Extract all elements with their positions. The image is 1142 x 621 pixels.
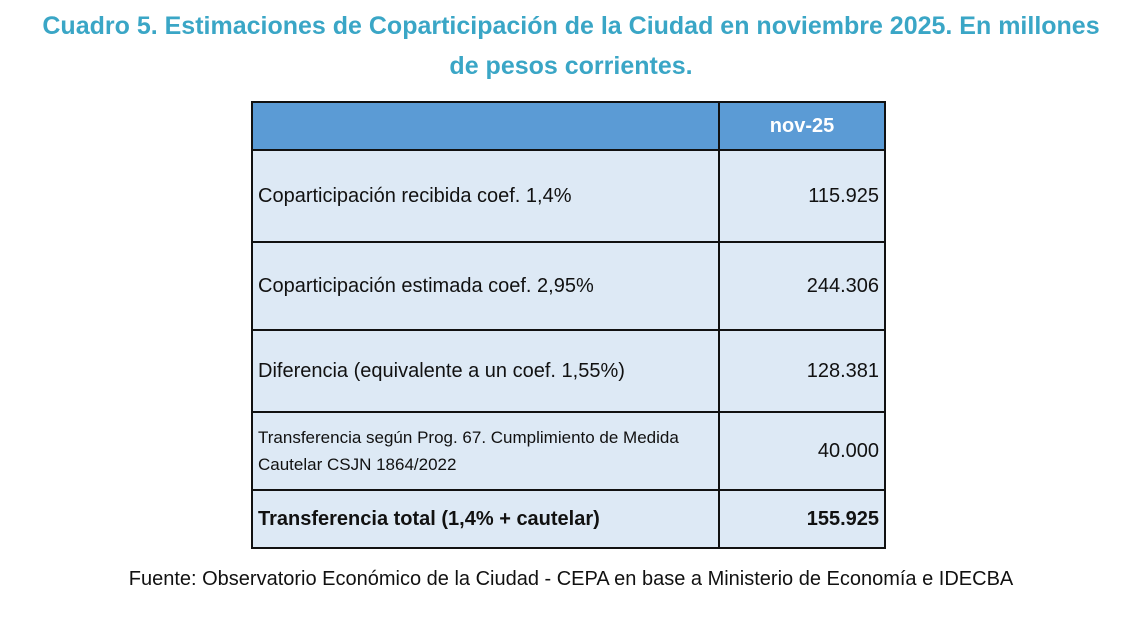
row-label: Coparticipación estimada coef. 2,95% [251, 241, 720, 331]
row: Transferencia según Prog. 67. Cumplimien… [251, 411, 886, 491]
row-value: 115.925 [718, 149, 886, 243]
title: Cuadro 5. Estimaciones de Coparticipació… [42, 12, 1100, 80]
row-label: Transferencia según Prog. 67. Cumplimien… [251, 411, 720, 491]
row: Coparticipación recibida coef. 1,4% 115.… [251, 149, 886, 243]
row-label: Transferencia total (1,4% + cautelar) [251, 489, 720, 549]
table: nov-25 Coparticipación recibida coef. 1,… [251, 101, 886, 549]
source: Fuente: Observatorio Económico de la Ciu… [128, 568, 1014, 590]
row-value: 155.925 [718, 489, 886, 549]
row-label: Coparticipación recibida coef. 1,4% [251, 149, 720, 243]
header-row: nov-25 [251, 101, 886, 151]
total-row: Transferencia total (1,4% + cautelar) 15… [251, 489, 886, 549]
row-value: 128.381 [718, 329, 886, 413]
row: Diferencia (equivalente a un coef. 1,55%… [251, 329, 886, 413]
header-cell [251, 101, 720, 151]
row: Coparticipación estimada coef. 2,95% 244… [251, 241, 886, 331]
row-label: Diferencia (equivalente a un coef. 1,55%… [251, 329, 720, 413]
header-cell: nov-25 [718, 101, 886, 151]
row-value: 40.000 [718, 411, 886, 491]
row-value: 244.306 [718, 241, 886, 331]
